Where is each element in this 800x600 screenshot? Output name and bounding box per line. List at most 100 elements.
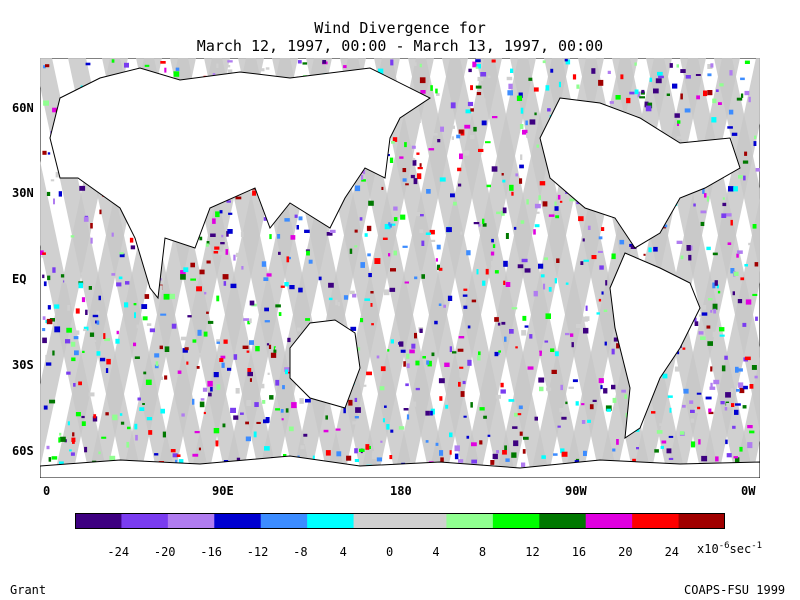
divergence-cell	[725, 392, 731, 398]
divergence-cell	[81, 421, 86, 426]
divergence-cell	[78, 381, 82, 386]
divergence-cell	[46, 191, 51, 196]
divergence-cell	[335, 299, 338, 306]
divergence-cell	[214, 246, 220, 250]
divergence-cell	[599, 265, 604, 270]
divergence-cell	[249, 318, 252, 324]
divergence-cell	[742, 385, 748, 390]
divergence-cell	[641, 89, 645, 94]
divergence-cell	[546, 387, 552, 391]
divergence-cell	[524, 325, 529, 328]
divergence-cell	[713, 308, 717, 314]
divergence-cell	[196, 366, 200, 369]
divergence-cell	[222, 423, 226, 428]
divergence-cell	[738, 382, 744, 388]
divergence-cell	[505, 233, 509, 239]
divergence-cell	[376, 457, 383, 462]
divergence-cell	[221, 234, 224, 238]
divergence-cell	[109, 455, 116, 461]
divergence-cell	[524, 268, 531, 273]
units-suffix: sec	[729, 542, 752, 556]
divergence-cell	[629, 91, 635, 95]
divergence-cell	[728, 109, 734, 115]
divergence-cell	[491, 261, 495, 266]
divergence-cell	[446, 227, 452, 233]
divergence-cell	[497, 322, 501, 326]
divergence-cell	[43, 100, 49, 106]
divergence-cell	[732, 291, 735, 296]
divergence-cell	[54, 304, 60, 309]
divergence-cell	[129, 237, 134, 243]
divergence-cell	[116, 282, 122, 287]
divergence-cell	[254, 402, 259, 407]
divergence-cell	[371, 453, 378, 459]
divergence-cell	[400, 349, 406, 353]
divergence-cell	[66, 327, 72, 333]
divergence-cell	[404, 281, 409, 284]
divergence-cell	[303, 433, 308, 437]
divergence-cell	[644, 101, 649, 108]
divergence-cell	[100, 357, 106, 362]
divergence-cell	[190, 278, 196, 281]
divergence-cell	[192, 453, 199, 457]
divergence-cell	[737, 299, 743, 304]
divergence-cell	[674, 113, 680, 118]
colorbar-tick-label: 24	[664, 545, 680, 559]
divergence-cell	[155, 361, 159, 367]
divergence-cell	[559, 408, 563, 413]
divergence-cell	[390, 428, 394, 433]
divergence-cell	[221, 362, 225, 368]
divergence-cell	[429, 239, 436, 242]
divergence-cell	[693, 203, 696, 207]
divergence-cell	[755, 316, 758, 321]
divergence-cell	[419, 163, 422, 167]
divergence-cell	[92, 416, 98, 422]
divergence-cell	[230, 407, 236, 413]
divergence-cell	[227, 367, 232, 371]
divergence-cell	[707, 64, 713, 69]
divergence-cell	[190, 262, 195, 268]
divergence-cell	[83, 216, 89, 222]
divergence-cell	[607, 70, 611, 74]
divergence-cell	[240, 412, 244, 415]
divergence-cell	[535, 211, 540, 214]
divergence-cell	[504, 336, 507, 342]
divergence-cell	[435, 258, 438, 262]
divergence-cell	[700, 305, 707, 310]
divergence-cell	[506, 76, 513, 81]
divergence-cell	[445, 404, 449, 409]
divergence-cell	[515, 173, 519, 177]
colorbar-tick-label: 12	[525, 545, 540, 559]
divergence-cell	[235, 252, 240, 258]
divergence-cell	[325, 450, 331, 456]
divergence-cell	[180, 274, 186, 280]
divergence-cell	[726, 453, 732, 458]
divergence-cell	[399, 341, 404, 347]
divergence-cell	[392, 137, 398, 142]
colorbar-swatch	[632, 513, 680, 529]
divergence-cell	[749, 430, 755, 434]
divergence-cell	[697, 406, 701, 410]
divergence-cell	[482, 280, 486, 286]
divergence-cell	[412, 159, 417, 166]
divergence-cell	[96, 320, 100, 325]
divergence-cell	[730, 388, 734, 394]
divergence-cell	[634, 62, 637, 66]
divergence-cell	[464, 124, 471, 129]
colorbar-tick-label: -12	[246, 545, 269, 559]
divergence-cell	[422, 356, 426, 359]
divergence-cell	[571, 342, 574, 348]
divergence-cell	[72, 432, 75, 437]
divergence-cell	[291, 402, 297, 409]
divergence-cell	[142, 403, 145, 405]
divergence-cell	[698, 439, 701, 445]
divergence-cell	[680, 431, 685, 435]
divergence-cell	[143, 371, 147, 375]
divergence-cell	[305, 249, 310, 252]
divergence-cell	[430, 410, 433, 416]
divergence-cell	[467, 101, 474, 107]
divergence-cell	[318, 276, 322, 281]
divergence-cell	[526, 133, 531, 138]
divergence-cell	[667, 395, 673, 398]
divergence-cell	[498, 350, 501, 353]
